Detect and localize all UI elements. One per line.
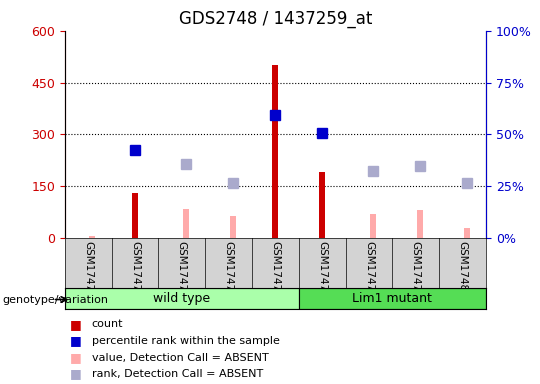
Bar — [273, 65, 278, 238]
Bar — [417, 210, 423, 238]
Bar — [132, 193, 138, 238]
Text: ■: ■ — [70, 318, 82, 331]
Text: GSM174757: GSM174757 — [83, 240, 93, 304]
Bar — [230, 216, 236, 238]
Bar — [65, 288, 299, 309]
Bar — [90, 236, 96, 238]
Text: ■: ■ — [70, 367, 82, 381]
Bar — [464, 228, 470, 238]
Text: GSM174761: GSM174761 — [271, 240, 280, 304]
Text: count: count — [92, 319, 123, 329]
Bar — [299, 288, 486, 309]
Bar — [319, 172, 325, 238]
Text: wild type: wild type — [153, 292, 211, 305]
Text: GSM174891: GSM174891 — [457, 240, 468, 304]
Bar — [183, 209, 189, 238]
Text: value, Detection Call = ABSENT: value, Detection Call = ABSENT — [92, 353, 268, 362]
Text: GSM174758: GSM174758 — [130, 240, 140, 304]
Bar — [370, 214, 376, 238]
Text: Lim1 mutant: Lim1 mutant — [353, 292, 433, 305]
Text: rank, Detection Call = ABSENT: rank, Detection Call = ABSENT — [92, 369, 263, 379]
Text: genotype/variation: genotype/variation — [3, 295, 109, 305]
Text: GSM174762: GSM174762 — [317, 240, 327, 304]
Text: ■: ■ — [70, 334, 82, 348]
Text: GSM174763: GSM174763 — [364, 240, 374, 304]
Text: percentile rank within the sample: percentile rank within the sample — [92, 336, 280, 346]
Title: GDS2748 / 1437259_at: GDS2748 / 1437259_at — [179, 10, 372, 28]
Text: GSM174764: GSM174764 — [411, 240, 421, 304]
Text: GSM174759: GSM174759 — [177, 240, 187, 304]
Text: ■: ■ — [70, 351, 82, 364]
Text: GSM174760: GSM174760 — [224, 240, 234, 304]
